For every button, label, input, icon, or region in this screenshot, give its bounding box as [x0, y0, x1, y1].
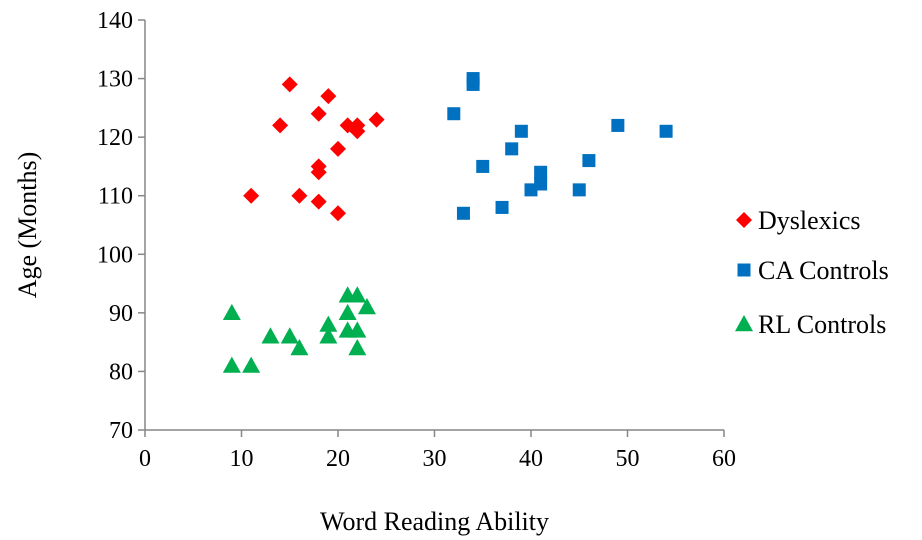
data-point [357, 298, 376, 315]
data-point [330, 140, 346, 157]
data-point [222, 356, 241, 373]
data-point [310, 105, 327, 122]
data-point [281, 76, 298, 93]
data-point [319, 327, 338, 344]
legend-item: Dyslexics [736, 206, 861, 235]
data-point [514, 124, 528, 138]
data-point [348, 339, 367, 356]
data-point [476, 159, 490, 173]
y-tick-label: 90 [109, 301, 133, 327]
y-axis-title: Age (Months) [13, 152, 42, 299]
x-tick-label: 0 [139, 446, 151, 472]
series-dyslexics [243, 76, 385, 222]
legend: Dyslexics CA Controls RL Controls [735, 206, 889, 339]
series-rl-controls [222, 286, 376, 373]
data-point [338, 303, 357, 321]
legend-label: RL Controls [758, 310, 886, 339]
data-point [310, 193, 327, 210]
data-point [447, 107, 461, 121]
legend-marker [735, 315, 753, 332]
data-point [290, 339, 309, 356]
legend-item: CA Controls [737, 256, 889, 285]
data-points [222, 72, 673, 373]
data-point [505, 142, 519, 156]
data-point [495, 200, 509, 214]
data-point [466, 77, 480, 91]
x-tick-label: 10 [230, 446, 254, 472]
data-point [330, 205, 346, 222]
data-point [348, 286, 367, 303]
data-point [348, 321, 367, 338]
data-point [291, 187, 308, 204]
y-tick-label: 70 [109, 418, 133, 444]
data-point [222, 303, 241, 321]
legend-marker [736, 212, 752, 228]
data-point [310, 164, 327, 181]
data-point [242, 356, 261, 373]
y-tick-label: 140 [97, 8, 133, 34]
data-point [534, 165, 548, 179]
data-point [280, 327, 299, 344]
data-point [272, 117, 289, 134]
data-point [320, 88, 337, 105]
data-point [456, 206, 470, 220]
data-point [572, 183, 586, 197]
data-point [261, 327, 280, 344]
y-tick-label: 80 [109, 359, 133, 385]
legend-item: RL Controls [735, 310, 886, 339]
data-point [349, 123, 366, 140]
x-tick-label: 30 [423, 446, 447, 472]
data-point [368, 111, 385, 128]
series-ca-controls [447, 72, 673, 220]
data-point [582, 154, 596, 168]
y-tick-label: 100 [97, 242, 133, 268]
data-point [611, 118, 625, 132]
y-tick-label: 120 [97, 125, 133, 151]
y-axis-ticks: 70 80 90 100 110 120 130 140 [97, 8, 145, 444]
x-axis-title: Word Reading Ability [320, 507, 549, 536]
x-tick-label: 40 [519, 446, 543, 472]
data-point [659, 124, 673, 138]
data-point [319, 315, 338, 332]
x-tick-label: 60 [712, 446, 736, 472]
legend-marker [737, 263, 751, 277]
legend-label: CA Controls [758, 256, 889, 285]
axes: 0 10 20 30 40 50 60 70 80 90 100 110 120 130 140 [97, 8, 736, 472]
y-tick-label: 110 [98, 184, 133, 210]
data-point [524, 183, 538, 197]
x-axis-ticks: 0 10 20 30 40 50 60 [139, 430, 736, 472]
y-tick-label: 130 [97, 67, 133, 93]
legend-label: Dyslexics [758, 206, 861, 235]
x-tick-label: 20 [326, 446, 350, 472]
x-tick-label: 50 [616, 446, 640, 472]
data-point [243, 187, 260, 204]
